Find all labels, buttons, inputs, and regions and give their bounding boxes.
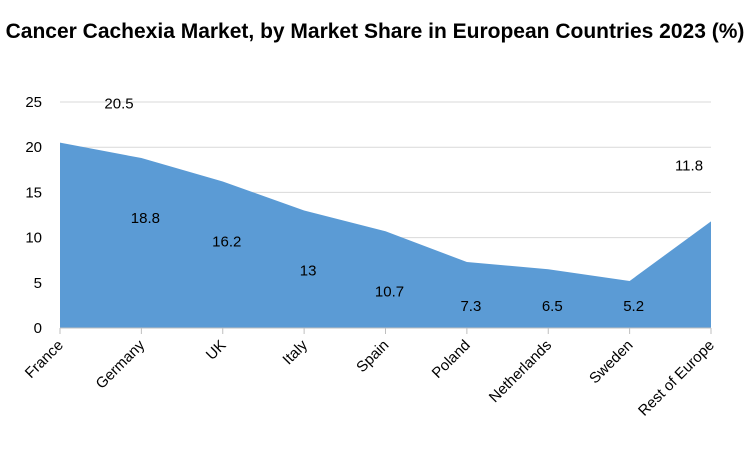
data-label: 7.3 [460,298,481,315]
y-tick-label: 0 [34,320,42,337]
y-tick-label: 20 [25,139,42,156]
data-label: 10.7 [375,283,404,300]
x-tick-label: Germany [93,336,149,392]
x-tick-label: Poland [429,337,474,382]
data-label: 6.5 [542,298,563,315]
x-tick-label: France [22,337,67,382]
data-label: 18.8 [131,210,160,227]
area-series [60,142,711,328]
data-label: 11.8 [675,157,703,174]
x-tick-label: UK [203,337,230,364]
data-label: 20.5 [104,96,133,113]
data-label: 13 [300,262,317,279]
chart-title: Cancer Cachexia Market, by Market Share … [5,20,745,43]
data-label: 16.2 [212,234,241,251]
y-tick-label: 10 [25,230,42,247]
x-tick-label: Rest of Europe [635,337,718,420]
x-tick-label: Spain [353,337,392,376]
y-tick-label: 15 [25,184,42,201]
x-tick-label: Sweden [586,337,636,387]
y-tick-label: 5 [34,275,42,292]
y-tick-label: 25 [25,94,42,111]
data-label: 5.2 [623,298,644,315]
x-tick-label: Netherlands [486,337,555,406]
x-tick-label: Italy [279,336,311,368]
